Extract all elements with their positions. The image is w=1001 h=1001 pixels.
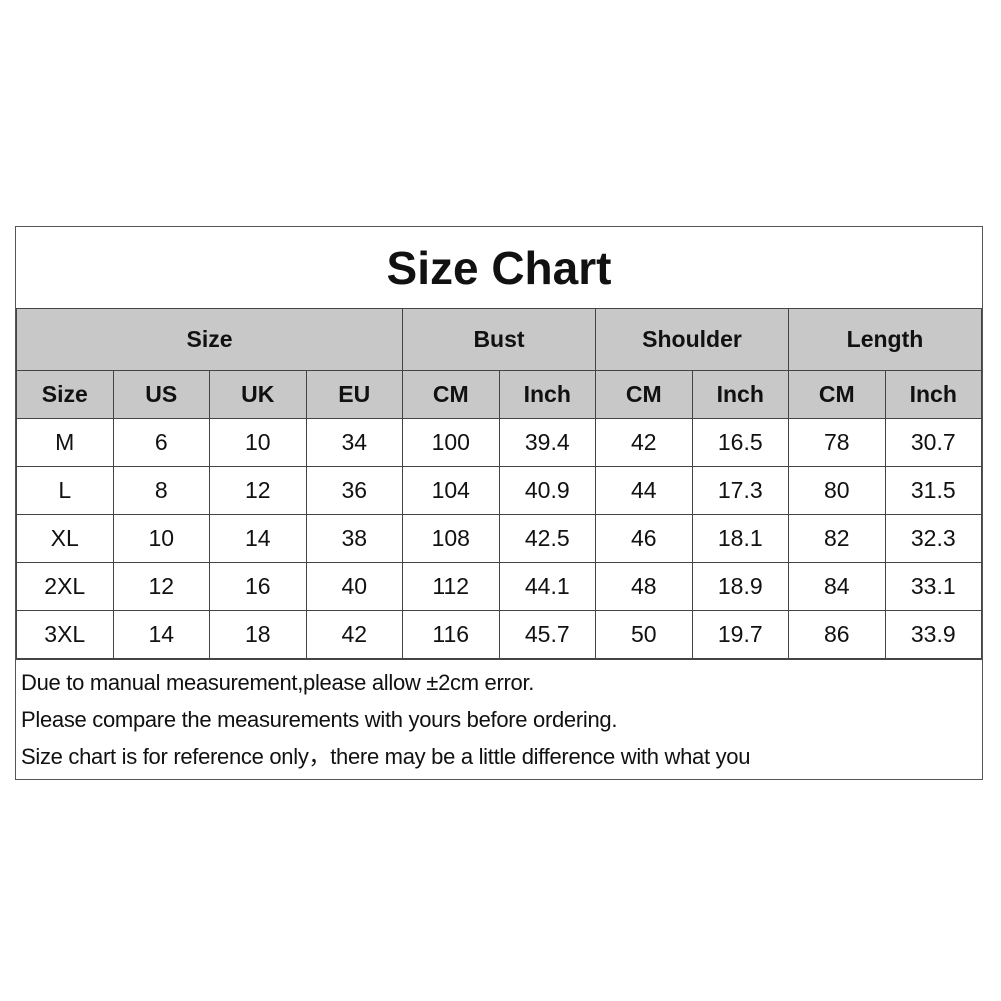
table-cell: 112 [402,562,500,611]
table-row: XL 10 14 38 108 42.5 46 18.1 82 32.3 [16,514,982,563]
sub-header-cell: UK [209,370,307,419]
note-line: Due to manual measurement,please allow ±… [21,670,535,695]
sub-header-row: Size US UK EU CM Inch CM Inch CM Inch [16,370,982,419]
table-cell: M [16,418,114,467]
sub-header-cell: EU [305,370,403,419]
sub-header-cell: CM [402,370,500,419]
size-chart: Size Chart Size Bust Shoulder Length Siz… [15,226,983,780]
table-cell: XL [16,514,114,563]
table-cell: 100 [402,418,500,467]
sub-header-cell: CM [788,370,886,419]
table-cell: 116 [402,610,500,659]
note-line: Please compare the measurements with you… [21,707,618,732]
title-row: Size Chart [16,227,982,309]
table-cell: 108 [402,514,500,563]
table-cell: 46 [595,514,693,563]
chart-title: Size Chart [16,227,982,309]
table-cell: 36 [305,466,403,515]
table-cell: 84 [788,562,886,611]
table-cell: 32.3 [884,514,982,563]
table-cell: 17.3 [691,466,789,515]
table-cell: 34 [305,418,403,467]
group-header-size: Size [16,308,403,371]
table-cell: 31.5 [884,466,982,515]
table-cell: 14 [112,610,210,659]
table-cell: 18.9 [691,562,789,611]
note-line: Size chart is for reference only，there m… [21,744,751,769]
sub-header-cell: Size [16,370,114,419]
table-cell: 12 [209,466,307,515]
table-cell: 19.7 [691,610,789,659]
table-cell: 44 [595,466,693,515]
table-cell: 18 [209,610,307,659]
table-cell: 44.1 [498,562,596,611]
table-row: 3XL 14 18 42 116 45.7 50 19.7 86 33.9 [16,610,982,659]
table-cell: 10 [112,514,210,563]
table-cell: 6 [112,418,210,467]
sub-header-cell: Inch [498,370,596,419]
table-cell: 33.9 [884,610,982,659]
table-cell: 42.5 [498,514,596,563]
group-header-length: Length [788,308,982,371]
table-cell: 86 [788,610,886,659]
table-cell: 18.1 [691,514,789,563]
table-cell: 33.1 [884,562,982,611]
table-row: 2XL 12 16 40 112 44.1 48 18.9 84 33.1 [16,562,982,611]
table-cell: 10 [209,418,307,467]
group-header-row: Size Bust Shoulder Length [16,308,982,371]
size-table: Size Chart Size Bust Shoulder Length Siz… [16,227,982,659]
table-cell: 38 [305,514,403,563]
table-cell: 30.7 [884,418,982,467]
sub-header-cell: Inch [884,370,982,419]
table-cell: 42 [305,610,403,659]
table-cell: L [16,466,114,515]
table-cell: 40 [305,562,403,611]
table-cell: 3XL [16,610,114,659]
table-cell: 16.5 [691,418,789,467]
table-row: L 8 12 36 104 40.9 44 17.3 80 31.5 [16,466,982,515]
table-cell: 48 [595,562,693,611]
sub-header-cell: US [112,370,210,419]
group-header-shoulder: Shoulder [595,308,789,371]
notes: Due to manual measurement,please allow ±… [16,659,982,779]
table-cell: 14 [209,514,307,563]
table-cell: 82 [788,514,886,563]
group-header-bust: Bust [402,308,596,371]
sub-header-cell: CM [595,370,693,419]
table-cell: 40.9 [498,466,596,515]
sub-header-cell: Inch [691,370,789,419]
table-cell: 104 [402,466,500,515]
table-cell: 42 [595,418,693,467]
table-cell: 45.7 [498,610,596,659]
table-cell: 8 [112,466,210,515]
table-cell: 39.4 [498,418,596,467]
table-cell: 80 [788,466,886,515]
table-row: M 6 10 34 100 39.4 42 16.5 78 30.7 [16,418,982,467]
table-cell: 78 [788,418,886,467]
table-cell: 16 [209,562,307,611]
table-cell: 12 [112,562,210,611]
table-cell: 50 [595,610,693,659]
table-cell: 2XL [16,562,114,611]
